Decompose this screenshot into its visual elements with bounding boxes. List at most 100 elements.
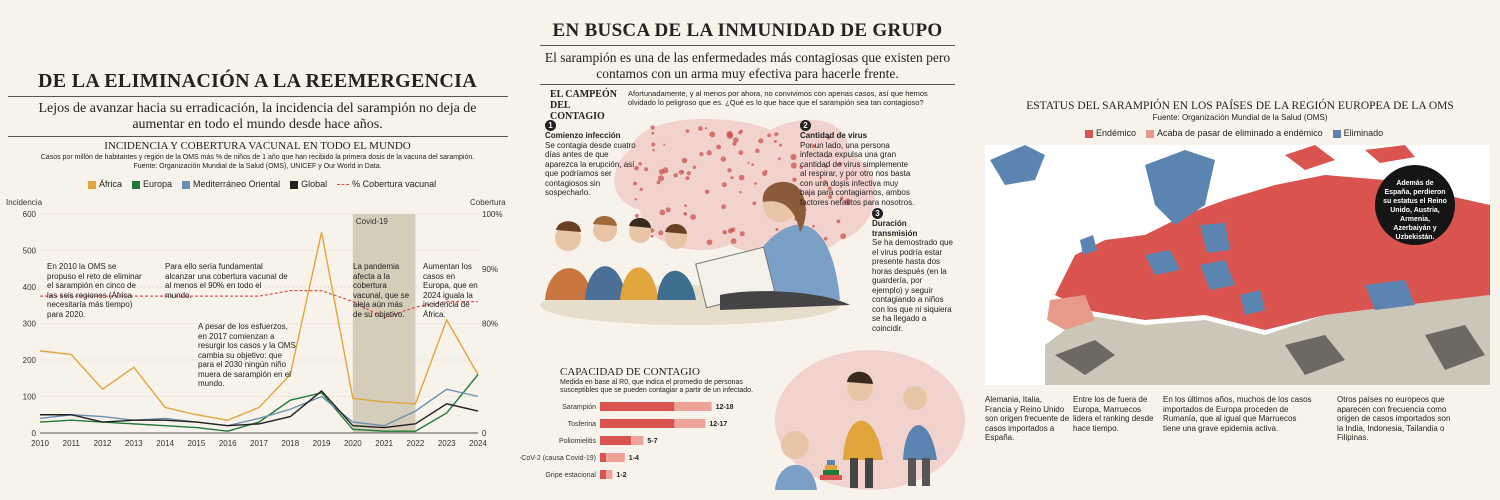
r0-chart: Sarampión 12-18 Tosferina 12-17 Poliomieliti… — [520, 402, 734, 479]
virus-dot — [704, 127, 708, 130]
virus-dot — [683, 212, 687, 216]
section-text: Afortunadamente, y al menos por ahora, n… — [628, 89, 928, 107]
virus-dot — [727, 228, 734, 234]
virus-dot — [684, 204, 687, 207]
y-tick-label: 100 — [23, 393, 37, 402]
annotation-cobertura: Para ello sería fundamental alcanzar una… — [165, 262, 288, 300]
virus-dot — [738, 174, 745, 181]
chart-desc: Casos por millón de habitantes y región … — [40, 154, 475, 161]
divider — [8, 96, 508, 97]
x-tick-label: 2010 — [31, 439, 49, 448]
virus-dot — [634, 165, 639, 171]
virus-dot — [722, 230, 727, 235]
virus-cloud — [614, 118, 876, 256]
legend-mediterraneo: Mediterráneo Oriental — [182, 179, 280, 189]
legend-endemic: Endémico — [1085, 128, 1136, 138]
virus-dot — [727, 168, 732, 173]
virus-dot — [755, 148, 760, 154]
virus-dot — [739, 231, 745, 237]
virus-dot — [716, 144, 722, 150]
chart-grid: 0 100 200 300 400 500 600 0 80% 90% 100% — [23, 210, 503, 438]
y-left-label: Incidencia — [6, 198, 43, 207]
note-3: En los últimos años, muchos de los casos… — [1163, 395, 1312, 433]
r0-bar-min — [600, 470, 607, 479]
virus-dot — [692, 165, 697, 170]
virus-dot — [673, 173, 678, 178]
virus-dot — [681, 157, 688, 164]
virus-dot — [845, 176, 849, 180]
virus-dot — [633, 181, 638, 186]
right-panel: ESTATUS DEL SARAMPIÓN EN LOS PAÍSES DE L… — [980, 0, 1500, 500]
virus-dot — [706, 150, 712, 156]
x-tick-label: 2011 — [63, 439, 81, 448]
series-line--cobertura-vacunal — [40, 290, 478, 319]
chart-lines — [39, 232, 479, 432]
virus-dot — [819, 176, 822, 180]
x-tick-label: 2024 — [469, 439, 487, 448]
step-number: 3 — [872, 208, 883, 219]
legend-africa: África — [88, 179, 122, 189]
r0-bar-range — [674, 419, 706, 428]
r0-label: Sarampión — [562, 404, 596, 411]
virus-dot — [721, 182, 727, 188]
virus-dot — [730, 238, 737, 244]
step-2: 2 Cantidad de virus Por un lado, una per… — [800, 120, 915, 207]
virus-dot — [685, 176, 690, 181]
teacher-figure — [695, 181, 850, 310]
map-source: Fuente: Organización Mundial de la Salud… — [1152, 113, 1328, 122]
r0-value: 12-18 — [716, 404, 734, 411]
x-tick-label: 2021 — [375, 439, 393, 448]
series-line-europa — [39, 374, 479, 432]
step-text: Por un lado, una persona infectada expul… — [800, 140, 915, 207]
virus-dot — [812, 224, 815, 228]
middle-title: EN BUSCA DE LA INMUNIDAD DE GRUPO — [552, 20, 943, 41]
virus-dot — [752, 201, 757, 206]
annotation-pandemia: La pandemia afecta a la cobertura vacuna… — [353, 262, 410, 319]
region-iceland — [990, 145, 1045, 185]
virus-dot — [790, 162, 797, 169]
virus-dot — [651, 142, 656, 147]
x-tick-label: 2019 — [313, 439, 331, 448]
r0-label: Poliomielitis — [559, 438, 596, 445]
legend-recent: Acaba de pasar de eliminado a endémico — [1146, 128, 1323, 138]
r0-bar-range — [606, 470, 613, 479]
ring-stack-toy — [820, 460, 842, 480]
left-title: DE LA ELIMINACIÓN A LA REEMERGENCIA — [38, 70, 477, 92]
region-central — [1145, 250, 1265, 315]
virus-dot — [651, 131, 655, 135]
virus-dot — [767, 133, 772, 138]
virus-dot — [685, 129, 690, 133]
legend-cobertura: % Cobertura vacunal — [337, 179, 436, 189]
virus-dot — [838, 162, 843, 166]
step-title: Duración transmisión — [872, 219, 918, 238]
region-arctic-islands — [1285, 145, 1415, 170]
r0-label: Gripe estacional — [545, 472, 596, 479]
r0-bar-min — [600, 402, 675, 411]
region-baltic — [1200, 223, 1230, 253]
legend-eliminated: Eliminado — [1332, 128, 1383, 138]
y-tick-label: 300 — [23, 320, 37, 329]
virus-dot — [644, 167, 649, 172]
virus-dot — [826, 135, 831, 140]
series-line-global — [40, 390, 479, 429]
annotation-europa: Aumentan los casos en Europa, que en 202… — [423, 262, 478, 319]
y2-tick-label: 100% — [482, 210, 502, 219]
virus-dot — [699, 151, 704, 157]
virus-dot — [828, 195, 833, 199]
legend-global: Global — [290, 179, 327, 189]
y2-tick-label: 0 — [482, 429, 487, 438]
covid-label: Covid-19 — [356, 217, 389, 226]
virus-dot — [690, 214, 697, 220]
virus-dot — [706, 239, 713, 246]
virus-dot — [840, 233, 847, 240]
virus-dot — [634, 198, 638, 201]
contagion-desc: Medida en base al R0, que indica el prom… — [560, 379, 754, 394]
divider — [540, 45, 955, 46]
r0-bar-min — [600, 453, 607, 462]
middle-subtitle: El sarampión es una de las enfermedades … — [544, 50, 951, 81]
virus-dot — [739, 191, 742, 194]
virus-dot — [754, 182, 757, 185]
r0-value: 1-2 — [616, 472, 626, 479]
annotation-2017: A pesar de los esfuerzos, en 2017 comien… — [198, 322, 296, 388]
y-right-label: Cobertura — [470, 198, 506, 207]
